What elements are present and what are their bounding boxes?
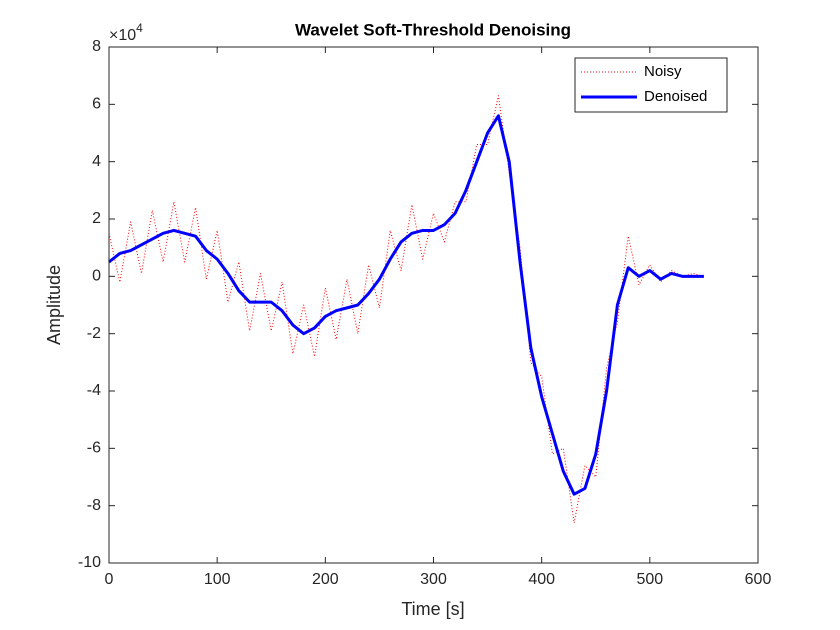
x-tick-label: 500 [636,571,663,588]
x-tick-label: 100 [204,571,231,588]
y-tick-label: -8 [87,497,101,514]
y-tick-label: -2 [87,325,101,342]
y-axis-label: Amplitude [44,265,64,345]
series-line [108,95,705,524]
y-multiplier-base: ×10 [109,27,136,44]
y-tick-label: 0 [92,268,101,285]
y-tick-label: -10 [78,554,101,571]
legend-box [574,57,728,113]
chart-title: Wavelet Soft-Threshold Denoising [295,20,571,39]
x-tick-label: 200 [312,571,339,588]
y-tick-label: 4 [92,153,101,170]
y-multiplier: ×104 [109,21,143,44]
x-tick-label: 300 [420,571,447,588]
axes-box [108,46,759,564]
y-tick-label: -4 [87,382,101,399]
y-multiplier-exponent: 4 [136,21,143,35]
x-tick-label: 0 [105,571,114,588]
legend-label: Denoised [644,88,707,105]
legend-label: Noisy [644,63,682,80]
x-tick-label: 400 [528,571,555,588]
x-tick-label: 600 [745,571,772,588]
y-tick-label: 6 [92,96,101,113]
y-tick-label: 8 [92,38,101,55]
x-axis-label: Time [s] [401,599,464,619]
y-tick-label: 2 [92,210,101,227]
series-line [108,114,704,496]
y-tick-label: -6 [87,440,101,457]
